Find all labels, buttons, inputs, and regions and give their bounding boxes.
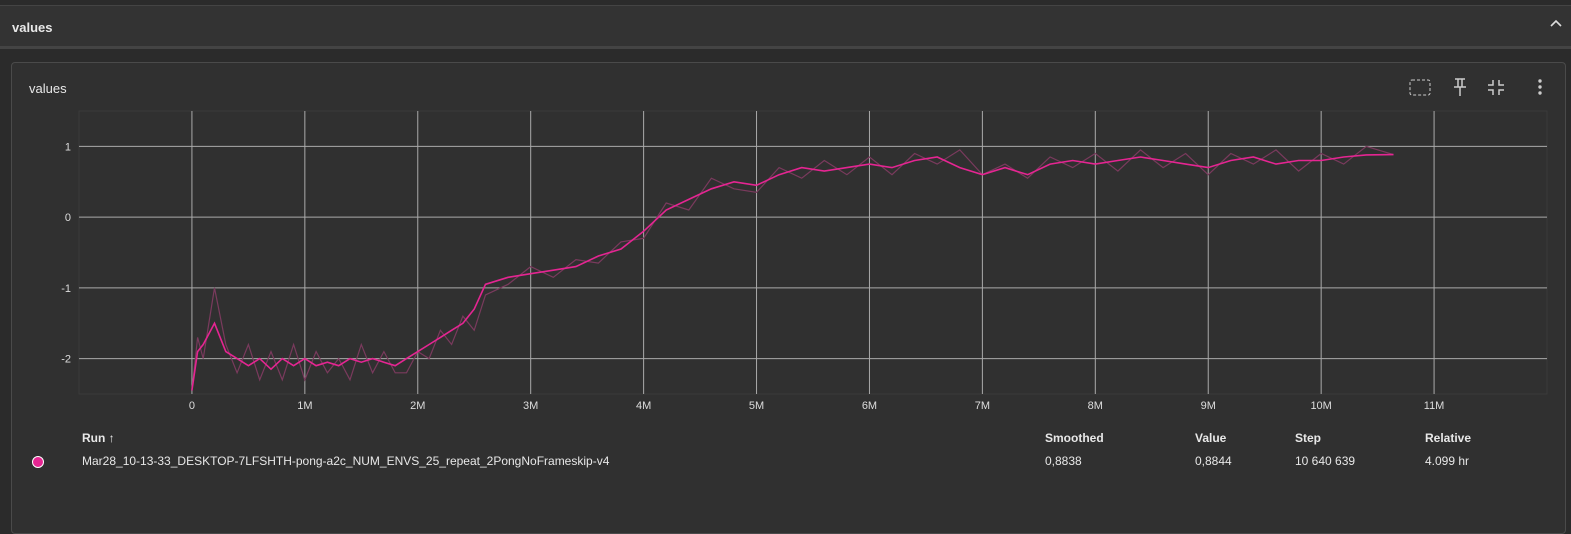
y-tick-label: 0 — [65, 212, 71, 224]
pin-icon[interactable] — [1454, 78, 1466, 96]
expand-icon[interactable] — [1488, 80, 1504, 95]
series-line — [191, 145, 1394, 391]
table-cell: 0,8838 — [1045, 454, 1082, 468]
menu-icon[interactable] — [1538, 79, 1542, 95]
series-line — [191, 153, 1394, 391]
toolbar — [1409, 78, 1542, 96]
x-tick-label: 3M — [523, 400, 538, 412]
column-header[interactable]: Step — [1295, 431, 1322, 445]
table-cell: Mar28_10-13-33_DESKTOP-7LFSHTH-pong-a2c_… — [82, 454, 610, 468]
x-tick-label: 10M — [1310, 400, 1331, 412]
legend-dot — [32, 456, 44, 468]
x-tick-label: 5M — [749, 400, 764, 412]
column-header[interactable]: Value — [1195, 431, 1227, 445]
plot-area — [78, 110, 1548, 395]
column-header[interactable]: Smoothed — [1045, 431, 1104, 445]
x-tick-label: 2M — [410, 400, 425, 412]
column-header[interactable]: Run ↑ — [82, 431, 115, 445]
x-tick-label: 1M — [297, 400, 312, 412]
x-tick-label: 6M — [862, 400, 877, 412]
x-tick-label: 0 — [189, 400, 195, 412]
x-tick-label: 11M — [1424, 400, 1445, 412]
section-title: values — [12, 20, 53, 35]
fit-domain-icon[interactable] — [1409, 79, 1431, 96]
x-tick-label: 9M — [1201, 400, 1216, 412]
y-tick-label: 1 — [65, 141, 71, 153]
section-header[interactable]: values — [0, 5, 1571, 49]
y-tick-label: -2 — [61, 354, 71, 366]
card-title: values — [29, 81, 67, 96]
y-tick-label: -1 — [61, 283, 71, 295]
table-cell: 10 640 639 — [1295, 454, 1356, 468]
x-tick-label: 4M — [636, 400, 651, 412]
chart: -2 -1 0 1 0 1M 2M 3M 4M 5M 6M 7M 8M 9M 10M 11M — [61, 110, 1548, 412]
table-cell: 0,8844 — [1195, 454, 1232, 468]
x-tick-label: 7M — [975, 400, 990, 412]
x-tick-label: 8M — [1088, 400, 1103, 412]
collapse-icon[interactable] — [1549, 18, 1563, 28]
chart-card: values — [11, 62, 1566, 534]
column-header[interactable]: Relative — [1425, 431, 1472, 445]
page: values values -2 -1 0 1 0 1M 2M 3M 4M 5M 6M 7M 8M 9M 1… — [0, 5, 1571, 534]
table-cell: 4.099 hr — [1425, 454, 1470, 468]
